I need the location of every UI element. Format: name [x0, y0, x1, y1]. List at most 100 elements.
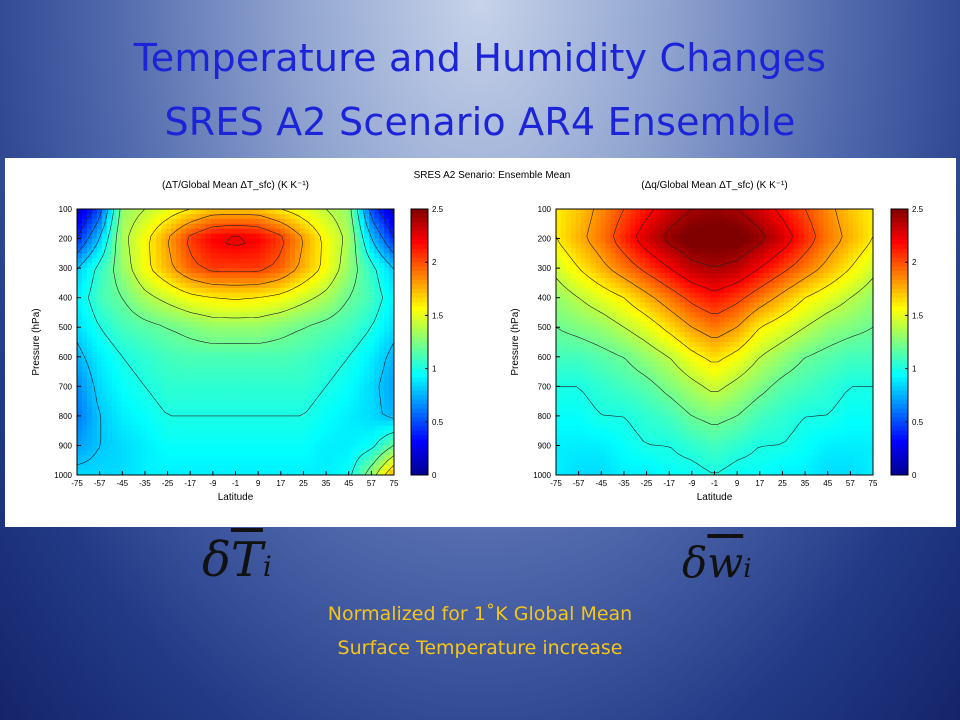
heatmap-cell — [81, 243, 88, 249]
heatmap-cell — [645, 223, 651, 230]
heatmap-cell — [764, 268, 770, 274]
heatmap-cell — [181, 317, 187, 323]
heatmap-cell — [389, 470, 395, 476]
heatmap-cell — [190, 460, 197, 466]
heatmap-cell — [161, 253, 167, 259]
heatmap-cell — [645, 228, 651, 235]
heatmap-cell — [210, 420, 217, 427]
heatmap-cell — [384, 410, 390, 417]
heatmap-cell — [275, 342, 281, 348]
heatmap-cell — [111, 218, 118, 225]
heatmap-cell — [77, 302, 83, 308]
heatmap-cell — [255, 376, 261, 382]
heatmap-cell — [858, 238, 864, 244]
heatmap-cell — [200, 396, 207, 402]
heatmap-cell — [744, 287, 750, 294]
heatmap-cell — [818, 282, 824, 289]
heatmap-cell — [868, 233, 874, 239]
heatmap-cell — [374, 445, 380, 451]
heatmap-cell — [868, 258, 874, 264]
heatmap-cell — [255, 410, 261, 417]
heatmap-cell — [215, 327, 222, 333]
heatmap-cell — [783, 307, 790, 313]
heatmap-cell — [235, 465, 241, 471]
heatmap-cell — [324, 209, 331, 215]
heatmap-cell — [384, 415, 390, 422]
heatmap-cell — [379, 361, 385, 368]
heatmap-cell — [689, 258, 696, 264]
heatmap-cell — [171, 401, 177, 407]
heatmap-cell — [768, 238, 775, 244]
heatmap-cell — [329, 455, 335, 461]
heatmap-cell — [270, 317, 276, 323]
heatmap-cell — [195, 228, 202, 235]
heatmap-cell — [788, 209, 795, 215]
heatmap-cell — [828, 213, 834, 220]
heatmap-cell — [838, 213, 844, 220]
heatmap-cell — [275, 386, 281, 392]
heatmap-cell — [91, 371, 98, 377]
heatmap-cell — [605, 228, 611, 235]
heatmap-cell — [220, 415, 226, 422]
colorbar-swatch — [411, 439, 428, 445]
heatmap-cell — [309, 218, 316, 225]
heatmap-cell — [299, 435, 306, 441]
heatmap-cell — [121, 307, 127, 313]
heatmap-cell — [220, 425, 226, 432]
heatmap-cell — [565, 307, 572, 313]
heatmap-cell — [664, 258, 671, 264]
heatmap-cell — [161, 223, 167, 230]
heatmap-cell — [230, 410, 236, 417]
heatmap-cell — [369, 386, 375, 392]
heatmap-cell — [610, 292, 616, 299]
heatmap-cell — [230, 248, 236, 254]
heatmap-cell — [304, 287, 311, 294]
heatmap-cell — [664, 312, 671, 318]
heatmap-cell — [803, 238, 810, 244]
heatmap-cell — [783, 263, 790, 269]
heatmap-cell — [126, 332, 132, 338]
heatmap-cell — [96, 218, 103, 225]
heatmap-cell — [309, 342, 316, 348]
heatmap-cell — [354, 346, 360, 353]
heatmap-cell — [329, 258, 335, 264]
heatmap-cell — [250, 371, 256, 377]
colorbar-swatch — [411, 430, 428, 436]
heatmap-cell — [86, 297, 93, 303]
heatmap-cell — [299, 445, 306, 451]
heatmap-cell — [369, 233, 375, 239]
heatmap-cell — [635, 282, 641, 289]
heatmap-cell — [156, 391, 162, 397]
heatmap-cell — [215, 420, 222, 427]
heatmap-cell — [200, 470, 207, 476]
heatmap-cell — [560, 273, 567, 279]
heatmap-cell — [585, 223, 592, 230]
heatmap-cell — [813, 263, 819, 269]
heatmap-cell — [773, 273, 780, 279]
heatmap-cell — [664, 248, 671, 254]
heatmap-cell — [255, 258, 261, 264]
heatmap-cell — [773, 277, 780, 284]
heatmap-cell — [655, 253, 661, 259]
heatmap-cell — [354, 376, 360, 382]
heatmap-cell — [744, 238, 750, 244]
heatmap-cell — [294, 465, 301, 471]
heatmap-cell — [210, 218, 217, 225]
heatmap-cell — [655, 292, 661, 299]
heatmap-cell — [339, 460, 345, 466]
heatmap-cell — [86, 243, 93, 249]
heatmap-cell — [141, 445, 147, 451]
heatmap-cell — [384, 465, 390, 471]
heatmap-cell — [324, 346, 331, 353]
heatmap-cell — [354, 268, 360, 274]
heatmap-cell — [200, 415, 207, 422]
heatmap-cell — [324, 410, 331, 417]
heatmap-cell — [111, 342, 118, 348]
heatmap-cell — [121, 243, 127, 249]
heatmap-cell — [265, 440, 271, 446]
heatmap-cell — [255, 307, 261, 313]
heatmap-cell — [610, 297, 616, 303]
heatmap-cell — [808, 292, 814, 299]
heatmap-cell — [783, 218, 790, 225]
heatmap-cell — [823, 292, 829, 299]
